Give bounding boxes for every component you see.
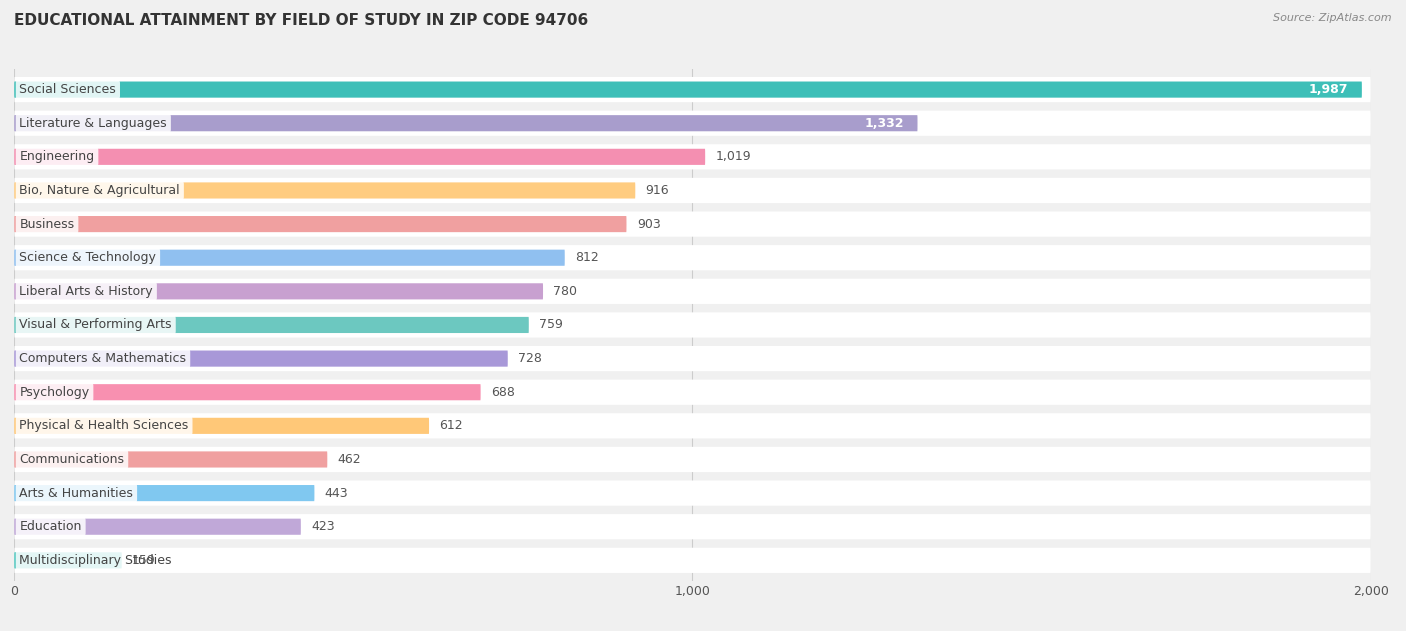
FancyBboxPatch shape — [14, 350, 508, 367]
Text: 780: 780 — [554, 285, 578, 298]
Text: Communications: Communications — [20, 453, 125, 466]
Text: Liberal Arts & History: Liberal Arts & History — [20, 285, 153, 298]
Text: 159: 159 — [132, 554, 156, 567]
FancyBboxPatch shape — [14, 447, 1371, 472]
FancyBboxPatch shape — [14, 451, 328, 468]
Text: Education: Education — [20, 520, 82, 533]
Text: 728: 728 — [517, 352, 541, 365]
Text: 443: 443 — [325, 487, 349, 500]
Text: Bio, Nature & Agricultural: Bio, Nature & Agricultural — [20, 184, 180, 197]
Text: 688: 688 — [491, 386, 515, 399]
FancyBboxPatch shape — [14, 216, 627, 232]
FancyBboxPatch shape — [14, 110, 1371, 136]
FancyBboxPatch shape — [14, 182, 636, 199]
Text: Arts & Humanities: Arts & Humanities — [20, 487, 134, 500]
FancyBboxPatch shape — [14, 552, 122, 569]
Text: Multidisciplinary Studies: Multidisciplinary Studies — [20, 554, 172, 567]
FancyBboxPatch shape — [14, 77, 1371, 102]
Text: EDUCATIONAL ATTAINMENT BY FIELD OF STUDY IN ZIP CODE 94706: EDUCATIONAL ATTAINMENT BY FIELD OF STUDY… — [14, 13, 588, 28]
FancyBboxPatch shape — [14, 514, 1371, 540]
FancyBboxPatch shape — [14, 115, 918, 131]
Text: Source: ZipAtlas.com: Source: ZipAtlas.com — [1274, 13, 1392, 23]
FancyBboxPatch shape — [14, 413, 1371, 439]
FancyBboxPatch shape — [14, 380, 1371, 405]
FancyBboxPatch shape — [14, 245, 1371, 270]
FancyBboxPatch shape — [14, 283, 543, 299]
Text: Visual & Performing Arts: Visual & Performing Arts — [20, 319, 172, 331]
FancyBboxPatch shape — [14, 312, 1371, 338]
Text: Computers & Mathematics: Computers & Mathematics — [20, 352, 187, 365]
FancyBboxPatch shape — [14, 81, 1362, 98]
Text: Physical & Health Sciences: Physical & Health Sciences — [20, 420, 188, 432]
FancyBboxPatch shape — [14, 178, 1371, 203]
FancyBboxPatch shape — [14, 384, 481, 400]
Text: 903: 903 — [637, 218, 661, 230]
FancyBboxPatch shape — [14, 317, 529, 333]
FancyBboxPatch shape — [14, 480, 1371, 505]
Text: 423: 423 — [311, 520, 335, 533]
Text: 1,987: 1,987 — [1309, 83, 1348, 96]
FancyBboxPatch shape — [14, 519, 301, 535]
Text: 812: 812 — [575, 251, 599, 264]
Text: 612: 612 — [440, 420, 463, 432]
FancyBboxPatch shape — [14, 418, 429, 434]
FancyBboxPatch shape — [14, 250, 565, 266]
Text: Psychology: Psychology — [20, 386, 90, 399]
Text: Literature & Languages: Literature & Languages — [20, 117, 167, 130]
Text: Business: Business — [20, 218, 75, 230]
Text: 759: 759 — [538, 319, 562, 331]
Text: 1,332: 1,332 — [865, 117, 904, 130]
FancyBboxPatch shape — [14, 485, 315, 501]
Text: 1,019: 1,019 — [716, 150, 751, 163]
FancyBboxPatch shape — [14, 211, 1371, 237]
Text: 462: 462 — [337, 453, 361, 466]
FancyBboxPatch shape — [14, 548, 1371, 573]
FancyBboxPatch shape — [14, 149, 706, 165]
FancyBboxPatch shape — [14, 279, 1371, 304]
Text: 916: 916 — [645, 184, 669, 197]
Text: Engineering: Engineering — [20, 150, 94, 163]
FancyBboxPatch shape — [14, 144, 1371, 170]
FancyBboxPatch shape — [14, 346, 1371, 371]
Text: Social Sciences: Social Sciences — [20, 83, 117, 96]
Text: Science & Technology: Science & Technology — [20, 251, 156, 264]
